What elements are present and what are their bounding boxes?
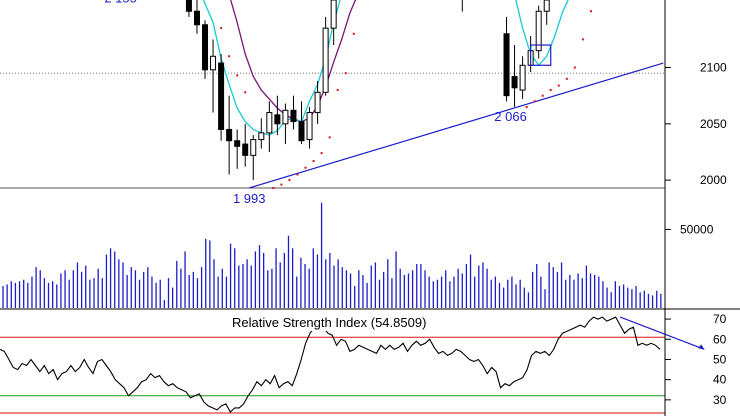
candle-body	[250, 139, 257, 156]
sar-dot	[557, 84, 560, 87]
rsi-panel: Relative Strength Index (54.8509) 70 60 50 4…	[0, 312, 727, 414]
candle-body	[306, 112, 313, 141]
sar-dot	[336, 89, 339, 92]
sar-dot	[328, 136, 331, 139]
candle-body	[185, 0, 192, 12]
candle-body	[282, 109, 289, 125]
sar-dot	[549, 89, 552, 92]
candle-body	[330, 0, 337, 29]
candle-body	[503, 33, 510, 97]
price-axis-label: 2000	[700, 173, 727, 187]
sar-dot	[272, 186, 275, 189]
candle-body	[226, 128, 233, 142]
candle-body	[535, 10, 542, 52]
price-panel: 2 155 1 993 2 066 2100 2050 2000	[0, 0, 727, 206]
rsi-axis-label: 30	[713, 393, 727, 407]
candle-body	[298, 121, 305, 142]
sar-dot	[244, 91, 247, 94]
candle-body	[258, 132, 265, 141]
sar-dot	[533, 100, 536, 103]
sar-dot	[565, 77, 568, 80]
candle-body	[242, 143, 249, 156]
candle-body	[218, 62, 225, 130]
sar-dot	[296, 173, 299, 176]
sar-dot	[320, 152, 323, 155]
price-axis-label: 2100	[700, 61, 727, 75]
sar-dot	[581, 38, 584, 41]
volume-axis-label: 50000	[680, 222, 714, 236]
rsi-title-background	[228, 314, 446, 331]
sar-dot	[236, 74, 239, 77]
sar-dot	[352, 32, 355, 35]
rsi-axis-label: 40	[713, 373, 727, 387]
trendline	[249, 62, 664, 189]
sar-dot	[228, 55, 231, 58]
sar-dot	[525, 105, 528, 108]
candle-body	[314, 91, 321, 114]
candle-body	[511, 76, 518, 89]
price-axis-label: 2050	[700, 117, 727, 131]
rsi-line	[0, 316, 661, 413]
rsi-trendline-arrowhead	[698, 344, 705, 350]
candle-body	[290, 109, 297, 123]
price-annotation: 2 155	[104, 0, 137, 6]
moving-average-cyan	[515, 0, 569, 67]
sar-dot	[304, 166, 307, 169]
candle-body	[543, 0, 550, 12]
candle-body	[266, 112, 273, 134]
sar-dot	[220, 27, 223, 30]
highlight-box	[530, 44, 552, 66]
candle-body	[274, 114, 281, 125]
moving-average-cyan	[202, 0, 341, 136]
sar-dot	[280, 183, 283, 186]
rsi-axis-label: 60	[713, 332, 727, 346]
sar-dot	[541, 94, 544, 97]
candle-body	[210, 55, 217, 71]
sar-dot	[312, 159, 315, 162]
candle-body	[519, 64, 526, 91]
sar-dot	[573, 66, 576, 69]
price-annotation: 1 993	[233, 191, 266, 206]
candle-body	[322, 27, 329, 93]
volume-panel: 50000	[2, 202, 714, 308]
candle-body	[234, 140, 241, 147]
price-annotation: 2 066	[494, 109, 527, 124]
candle-body	[202, 24, 209, 71]
rsi-axis-label: 70	[713, 312, 727, 326]
sar-dot	[344, 72, 347, 75]
rsi-axis-label: 50	[713, 352, 727, 366]
rsi-title: Relative Strength Index (54.8509)	[232, 315, 426, 330]
rsi-trendline	[619, 316, 705, 350]
sar-dot	[589, 10, 592, 13]
candle-body	[193, 10, 200, 26]
sar-dot	[288, 179, 291, 182]
